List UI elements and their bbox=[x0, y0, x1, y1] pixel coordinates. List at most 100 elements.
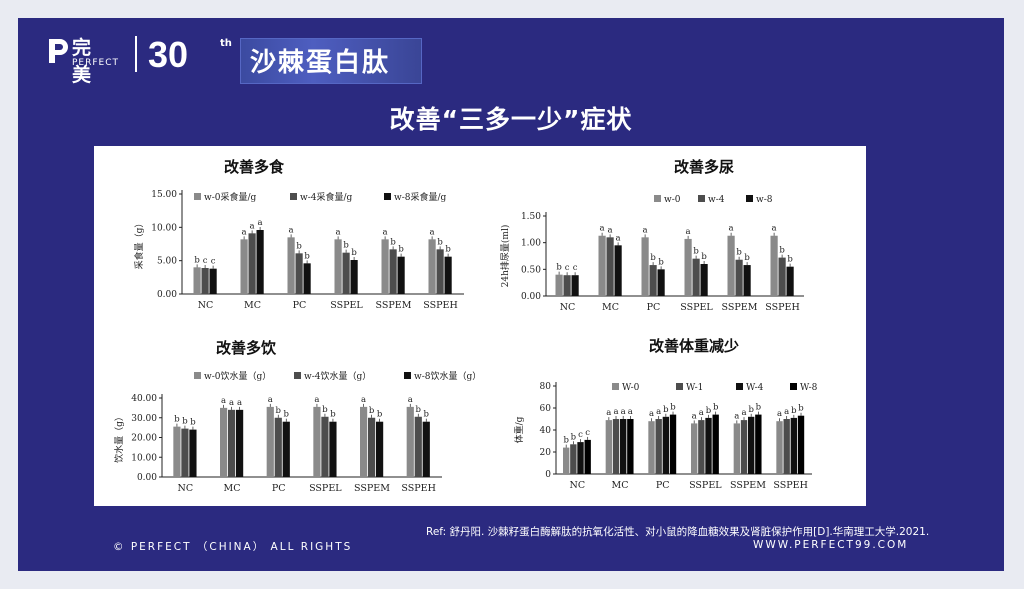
significance-label: b bbox=[377, 410, 383, 420]
bar bbox=[655, 419, 662, 474]
bar bbox=[220, 407, 228, 477]
significance-label: b bbox=[343, 241, 349, 251]
legend-swatch bbox=[612, 383, 619, 390]
y-axis-label: 饮水量（g） bbox=[113, 412, 125, 463]
y-tick-label: 80 bbox=[540, 382, 552, 392]
significance-label: b bbox=[424, 410, 430, 420]
x-tick-label: SSPEL bbox=[330, 300, 363, 311]
legend-swatch bbox=[736, 383, 743, 390]
chart-title: 改善体重减少 bbox=[649, 337, 739, 355]
x-tick-label: PC bbox=[293, 300, 307, 311]
significance-label: b bbox=[284, 410, 290, 420]
significance-label: b bbox=[445, 245, 451, 255]
significance-label: c bbox=[585, 428, 590, 438]
significance-label: a bbox=[734, 411, 739, 421]
bar bbox=[563, 447, 570, 474]
bar bbox=[287, 237, 295, 294]
anniversary-number: 30 bbox=[148, 34, 189, 75]
bar bbox=[614, 245, 622, 296]
y-axis-label: 采食量（g） bbox=[133, 219, 145, 270]
significance-label: a bbox=[613, 407, 618, 417]
significance-label: a bbox=[777, 409, 782, 419]
bar bbox=[209, 268, 217, 294]
bar bbox=[743, 265, 751, 296]
significance-label: c bbox=[211, 257, 216, 267]
y-tick-label: 1.50 bbox=[521, 212, 541, 222]
chart-2: 改善多尿 w-0 w-4 w-8 0.00 0.50 1.00 1.50 24h排尿量(ml) b… bbox=[499, 158, 804, 313]
legend-swatch bbox=[384, 193, 391, 200]
legend-swatch bbox=[698, 195, 705, 202]
bar bbox=[414, 416, 422, 477]
bar bbox=[727, 235, 735, 296]
significance-label: a bbox=[656, 407, 661, 417]
significance-label: a bbox=[408, 395, 413, 405]
bar bbox=[778, 257, 786, 296]
y-tick-label: 0.00 bbox=[521, 292, 541, 302]
significance-label: a bbox=[336, 227, 341, 237]
legend-label: W-1 bbox=[686, 383, 703, 393]
bar bbox=[173, 426, 181, 477]
bar bbox=[612, 419, 620, 474]
bar bbox=[712, 414, 719, 474]
bar bbox=[733, 423, 741, 474]
x-tick-label: MC bbox=[602, 302, 619, 313]
significance-label: a bbox=[772, 224, 777, 234]
bar bbox=[684, 238, 692, 296]
copyright-text: © PERFECT （CHINA） ALL RIGHTS bbox=[113, 541, 353, 553]
bar bbox=[669, 414, 677, 474]
significance-label: b bbox=[351, 248, 357, 258]
legend-label: w-0饮水量（g） bbox=[204, 370, 271, 382]
x-tick-label: MC bbox=[612, 480, 629, 491]
significance-label: b bbox=[182, 417, 188, 427]
logo-chinese-text: 完美 bbox=[72, 37, 93, 86]
perfect-logo-icon bbox=[49, 39, 68, 63]
bar bbox=[389, 249, 397, 294]
chart-3: 改善多饮 w-0饮水量（g） w-4饮水量（g） w-8饮水量（g） 0.00 10.00… bbox=[113, 339, 481, 494]
significance-label: a bbox=[237, 398, 242, 408]
bar bbox=[236, 409, 244, 477]
legend-swatch bbox=[676, 383, 683, 390]
significance-label: b bbox=[744, 253, 750, 263]
legend-swatch bbox=[194, 372, 201, 379]
bar bbox=[584, 439, 591, 474]
slide-background: 完美 PERFECT 30 th 沙棘蛋白肽 改善“三多一少”症状 改善多食 w-… bbox=[18, 18, 1004, 571]
significance-label: b bbox=[756, 403, 762, 413]
bar bbox=[256, 230, 264, 294]
x-tick-label: SSPEL bbox=[689, 480, 722, 491]
significance-label: b bbox=[736, 248, 742, 258]
significance-label: a bbox=[606, 408, 611, 418]
chart-title: 改善多食 bbox=[224, 158, 285, 176]
x-tick-label: SSPEM bbox=[722, 302, 758, 313]
x-tick-label: SSPEH bbox=[423, 300, 457, 311]
bar bbox=[193, 267, 201, 294]
significance-label: a bbox=[621, 407, 626, 417]
bar bbox=[189, 429, 197, 477]
significance-label: b bbox=[174, 415, 180, 425]
significance-label: a bbox=[289, 225, 294, 235]
chart-title: 改善多尿 bbox=[674, 158, 734, 176]
significance-label: b bbox=[322, 405, 328, 415]
bar bbox=[740, 420, 748, 474]
bar bbox=[422, 421, 430, 477]
y-tick-label: 20 bbox=[540, 448, 552, 458]
bar bbox=[181, 428, 189, 477]
bar bbox=[563, 275, 571, 296]
bar bbox=[334, 239, 342, 294]
legend-label: w-4 bbox=[708, 195, 725, 205]
significance-label: b bbox=[330, 410, 336, 420]
bar bbox=[313, 406, 321, 477]
y-tick-label: 5.00 bbox=[157, 257, 177, 267]
bar bbox=[342, 252, 350, 294]
significance-label: a bbox=[616, 233, 621, 243]
bar bbox=[360, 406, 368, 477]
significance-label: b bbox=[398, 245, 404, 255]
legend-label: w-8饮水量（g） bbox=[414, 370, 481, 382]
x-tick-label: PC bbox=[272, 483, 286, 494]
x-tick-label: NC bbox=[560, 302, 576, 313]
significance-label: c bbox=[578, 430, 583, 440]
bar bbox=[368, 417, 376, 477]
significance-label: a bbox=[221, 396, 226, 406]
significance-label: a bbox=[729, 224, 734, 234]
bar bbox=[321, 416, 329, 477]
bar bbox=[797, 415, 805, 474]
